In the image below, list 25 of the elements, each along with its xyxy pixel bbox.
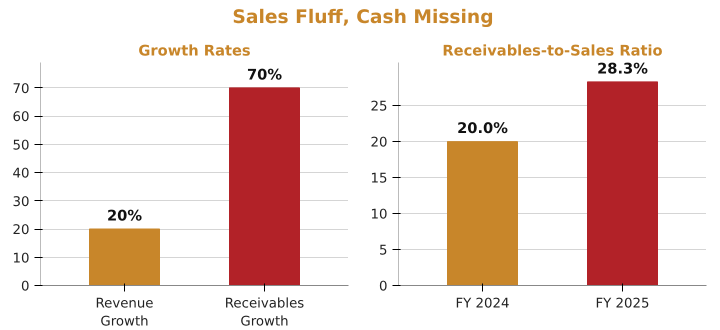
y-tick-label: 20 xyxy=(370,136,388,151)
y-tick-label: 60 xyxy=(12,110,30,126)
y-tick-label: 40 xyxy=(12,166,30,182)
x-tick-label: FY 2024 xyxy=(456,296,510,312)
data-label: 70% xyxy=(246,66,282,84)
x-tick-label: FY 2025 xyxy=(596,296,650,312)
y-tick-label: 30 xyxy=(12,194,30,210)
y-tick-label: 10 xyxy=(12,251,30,266)
y-tick-label: 0 xyxy=(21,280,30,294)
y-tick-label: 0 xyxy=(379,280,388,294)
y-tick-label: 50 xyxy=(12,138,30,154)
y-tick-label: 25 xyxy=(370,100,388,115)
y-tick-label: 5 xyxy=(379,244,388,259)
data-label: 20.0% xyxy=(457,120,508,138)
x-tick-label: Receivables Growth xyxy=(224,296,304,330)
y-tick-label: 70 xyxy=(12,82,30,97)
y-tick-label: 10 xyxy=(370,208,388,223)
chart-title: Growth Rates xyxy=(138,42,251,60)
y-tick-label: 15 xyxy=(370,172,388,187)
data-label: 28.3% xyxy=(597,60,648,78)
data-label: 20% xyxy=(106,208,142,225)
x-tick-label: Revenue Growth xyxy=(95,296,154,330)
y-tick-label: 20 xyxy=(12,223,30,238)
text: Sales Fluff, Cash Missing xyxy=(231,6,495,30)
chart-title: Receivables-to-Sales Ratio xyxy=(442,42,663,60)
